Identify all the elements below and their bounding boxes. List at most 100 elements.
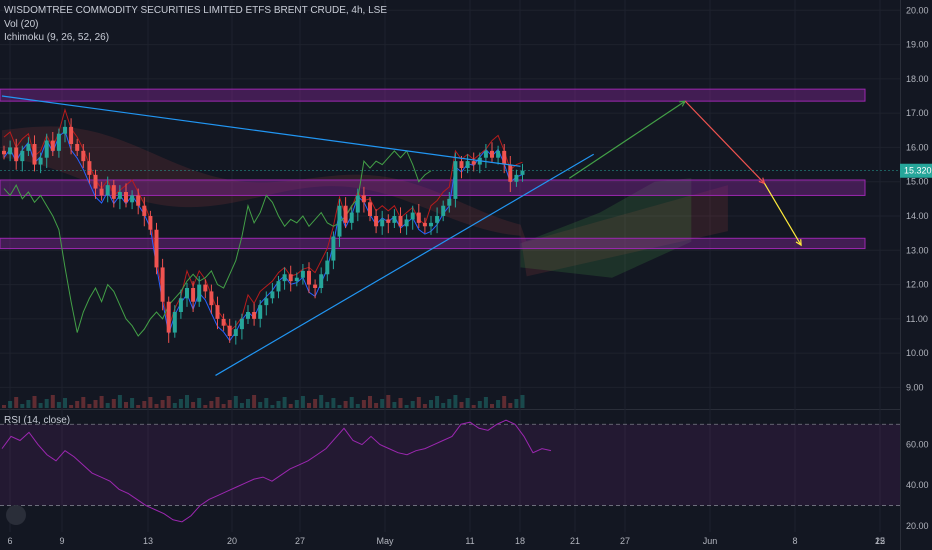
volume-bar bbox=[191, 402, 196, 408]
candle-body bbox=[380, 219, 385, 227]
candle-body bbox=[191, 288, 196, 302]
time-tick-label: 20 bbox=[227, 536, 237, 546]
volume-bars bbox=[2, 395, 525, 408]
candle-body bbox=[288, 274, 293, 282]
time-tick-label: 6 bbox=[7, 536, 12, 546]
candle-body bbox=[99, 188, 104, 196]
time-tick-label: 11 bbox=[465, 536, 474, 546]
candle-body bbox=[386, 219, 391, 223]
volume-bar bbox=[105, 403, 110, 408]
price-tick-label: 17.00 bbox=[906, 108, 929, 118]
volume-bar bbox=[154, 404, 159, 408]
time-tick-label: Jun bbox=[703, 536, 718, 546]
candle-body bbox=[81, 150, 86, 162]
candle-body bbox=[185, 288, 189, 299]
time-tick-label: 27 bbox=[295, 536, 305, 546]
candle-body bbox=[319, 274, 324, 288]
candle-body bbox=[111, 185, 116, 199]
volume-bar bbox=[117, 395, 122, 408]
candle-body bbox=[117, 192, 122, 199]
candle-body bbox=[453, 161, 458, 199]
rsi-line bbox=[1, 419, 552, 523]
resistance-zones bbox=[0, 88, 866, 250]
candles bbox=[2, 118, 525, 345]
volume-bar bbox=[477, 401, 482, 408]
candle-body bbox=[508, 164, 513, 182]
volume-bar bbox=[87, 404, 92, 408]
candle-body bbox=[392, 216, 397, 223]
ichimoku-legend[interactable]: Ichimoku (9, 26, 52, 26) bbox=[4, 32, 110, 43]
time-tick-label: 27 bbox=[620, 536, 630, 546]
time-tick-label: 9 bbox=[59, 536, 64, 546]
price-tick-label: 9.00 bbox=[906, 382, 924, 392]
volume-bar bbox=[142, 401, 147, 408]
candle-body bbox=[300, 270, 305, 278]
chart-title: WISDOMTREE COMMODITY SECURITIES LIMITED … bbox=[4, 5, 388, 16]
candle-body bbox=[209, 291, 214, 306]
price-tick-label: 11.00 bbox=[906, 314, 928, 324]
volume-bar bbox=[197, 398, 202, 408]
volume-bar bbox=[313, 399, 318, 408]
kumo-bear bbox=[2, 126, 728, 277]
panel-divider bbox=[0, 409, 900, 410]
volume-legend[interactable]: Vol (20) bbox=[4, 19, 39, 30]
projection-arrowhead bbox=[795, 239, 802, 247]
candle-body bbox=[465, 161, 470, 168]
kumo-bull bbox=[520, 178, 692, 278]
volume-bar bbox=[160, 400, 165, 408]
projection-leg bbox=[763, 183, 802, 246]
candle-body bbox=[361, 195, 366, 203]
candle-body bbox=[294, 277, 299, 282]
volume-bar bbox=[166, 396, 171, 408]
candle-body bbox=[435, 216, 440, 223]
price-axis-border bbox=[900, 0, 901, 550]
volume-bar bbox=[258, 402, 263, 408]
price-tick-label: 12.00 bbox=[906, 280, 929, 290]
zone-rect bbox=[0, 88, 866, 102]
candle-body bbox=[404, 219, 409, 227]
candle-body bbox=[124, 192, 128, 203]
candle-body bbox=[410, 212, 415, 220]
price-tick-label: 20.00 bbox=[906, 5, 929, 15]
volume-bar bbox=[124, 402, 128, 408]
volume-bar bbox=[355, 404, 360, 408]
price-tick-label: 14.00 bbox=[906, 211, 929, 221]
candle-body bbox=[441, 205, 446, 216]
candle-body bbox=[203, 284, 208, 292]
rsi-legend[interactable]: RSI (14, close) bbox=[4, 415, 71, 426]
volume-bar bbox=[398, 398, 403, 408]
candle-body bbox=[75, 144, 80, 151]
volume-bar bbox=[368, 396, 372, 408]
volume-bar bbox=[300, 396, 305, 408]
volume-bar bbox=[471, 405, 476, 408]
price-tick-label: 15.00 bbox=[906, 177, 929, 187]
volume-bar bbox=[50, 395, 55, 408]
volume-bar bbox=[81, 397, 86, 408]
tradingview-logo-icon[interactable] bbox=[6, 505, 26, 525]
rsi-tick-label: 20.00 bbox=[906, 521, 929, 531]
price-tick-label: 16.00 bbox=[906, 142, 929, 152]
volume-bar bbox=[203, 405, 208, 408]
volume-bar bbox=[270, 405, 275, 408]
candle-body bbox=[233, 329, 238, 336]
candle-body bbox=[56, 133, 61, 151]
volume-bar bbox=[514, 399, 519, 408]
drawings bbox=[1, 95, 802, 376]
candle-body bbox=[93, 174, 98, 189]
candle-body bbox=[459, 161, 464, 168]
candle-body bbox=[313, 284, 318, 288]
candle-body bbox=[246, 312, 250, 319]
volume-bar bbox=[447, 399, 452, 408]
time-tick-label: 22 bbox=[875, 536, 885, 546]
candle-body bbox=[502, 150, 507, 165]
zone-rect bbox=[0, 237, 866, 250]
candle-body bbox=[50, 140, 55, 151]
zone-rect bbox=[0, 179, 866, 196]
volume-bar bbox=[490, 404, 494, 408]
volume-bar bbox=[392, 402, 397, 408]
volume-bar bbox=[416, 397, 421, 408]
candle-body bbox=[160, 267, 165, 302]
candle-body bbox=[239, 318, 244, 330]
